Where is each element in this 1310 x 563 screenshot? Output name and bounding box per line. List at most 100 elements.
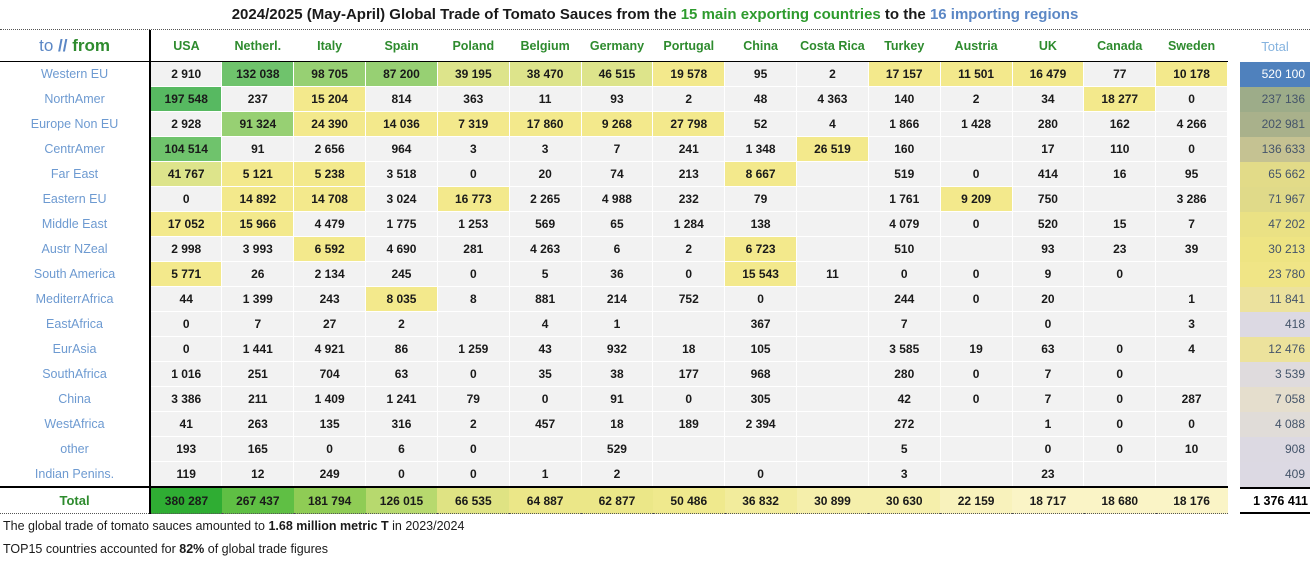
value-cell: 44 — [149, 286, 223, 312]
value-cell: 17 157 — [867, 61, 941, 87]
value-cell: 93 — [1011, 236, 1085, 262]
value-cell: 18 277 — [1083, 86, 1157, 112]
value-cell: 287 — [1155, 386, 1228, 412]
value-cell: 15 966 — [221, 211, 295, 237]
value-cell: 41 767 — [149, 161, 223, 187]
page-title: 2024/2025 (May-April) Global Trade of To… — [0, 0, 1310, 30]
value-cell: 2 656 — [293, 136, 367, 162]
value-cell: 5 — [508, 261, 582, 287]
value-cell: 7 — [221, 311, 295, 337]
value-cell: 0 — [436, 461, 510, 488]
value-cell: 2 — [436, 411, 510, 437]
value-cell: 18 — [580, 411, 654, 437]
row-total-cell: 47 202 — [1240, 212, 1310, 237]
value-cell: 95 — [1155, 161, 1228, 187]
footnote1-bold: 1.68 million metric T — [268, 519, 389, 533]
footnote-top15: TOP15 countries accounted for 82% of glo… — [3, 542, 1310, 556]
value-cell: 140 — [867, 86, 941, 112]
trade-matrix-table: to // from USA Netherl. Italy Spain Poland Be… — [0, 30, 1228, 514]
value-cell: 0 — [436, 361, 510, 387]
value-cell — [796, 161, 869, 187]
value-cell: 3 — [1155, 311, 1228, 337]
value-cell — [796, 461, 869, 488]
column-header-poland: Poland — [437, 30, 510, 62]
value-cell: 0 — [436, 161, 510, 187]
value-cell: 510 — [867, 236, 941, 262]
value-cell: 1 409 — [293, 386, 367, 412]
column-total-cell: 18 176 — [1155, 487, 1228, 514]
value-cell: 0 — [1011, 436, 1085, 462]
table-row: Far East 41 767 5 121 5 238 3 518 0 20 74 213 8 6… — [0, 161, 1228, 187]
value-cell: 193 — [149, 436, 223, 462]
column-total-cell: 30 630 — [868, 487, 941, 514]
table-area: to // from USA Netherl. Italy Spain Poland Be… — [0, 30, 1310, 514]
value-cell: 0 — [939, 161, 1013, 187]
value-cell: 12 — [221, 461, 295, 488]
footnotes: The global trade of tomato sauces amount… — [0, 514, 1310, 556]
column-header-uk: UK — [1012, 30, 1084, 62]
value-cell: 6 723 — [724, 236, 798, 262]
value-cell: 244 — [867, 286, 941, 312]
value-cell: 8 667 — [724, 161, 798, 187]
value-cell: 52 — [724, 111, 798, 137]
value-cell: 249 — [293, 461, 367, 488]
column-header-turkey: Turkey — [868, 30, 941, 62]
value-cell: 0 — [724, 461, 798, 488]
value-cell: 43 — [508, 336, 582, 362]
column-total-cell: 181 794 — [293, 487, 366, 514]
value-cell: 6 — [580, 236, 654, 262]
value-cell: 0 — [1083, 336, 1157, 362]
table-row: EastAfrica 0 7 27 2 4 1 367 7 0 3 — [0, 311, 1228, 337]
value-cell: 881 — [508, 286, 582, 312]
value-cell: 27 — [293, 311, 367, 337]
row-total-cell: 12 476 — [1240, 337, 1310, 362]
value-cell — [796, 336, 869, 362]
value-cell: 1 253 — [436, 211, 510, 237]
value-cell: 519 — [867, 161, 941, 187]
value-cell: 2 — [365, 311, 438, 337]
column-total-cell: 64 887 — [509, 487, 582, 514]
row-label: Western EU — [0, 61, 152, 87]
value-cell: 65 — [580, 211, 654, 237]
value-cell: 79 — [436, 386, 510, 412]
value-cell — [796, 211, 869, 237]
value-cell: 0 — [724, 286, 798, 312]
row-total-cell: 908 — [1240, 437, 1310, 462]
value-cell — [652, 436, 726, 462]
value-cell: 87 200 — [365, 61, 438, 87]
value-cell — [939, 436, 1013, 462]
column-total-cell: 267 437 — [221, 487, 294, 514]
row-label: Europe Non EU — [0, 111, 152, 137]
value-cell: 280 — [1011, 111, 1085, 137]
row-total-cell: 4 088 — [1240, 412, 1310, 437]
value-cell: 0 — [939, 386, 1013, 412]
value-cell: 23 — [1011, 461, 1085, 488]
value-cell: 4 — [1155, 336, 1228, 362]
value-cell: 42 — [867, 386, 941, 412]
value-cell: 35 — [508, 361, 582, 387]
value-cell: 6 — [365, 436, 438, 462]
value-cell: 3 993 — [221, 236, 295, 262]
value-cell — [939, 136, 1013, 162]
row-label: NorthAmer — [0, 86, 152, 112]
value-cell: 189 — [652, 411, 726, 437]
table-row: China 3 386 211 1 409 1 241 79 0 91 0 305 42 0 7 0 287 — [0, 386, 1228, 412]
value-cell: 0 — [867, 261, 941, 287]
value-cell: 7 319 — [436, 111, 510, 137]
value-cell — [796, 436, 869, 462]
value-cell: 0 — [939, 211, 1013, 237]
table-row: South America 5 771 26 2 134 245 0 5 36 0 15 543 1… — [0, 261, 1228, 287]
column-total-cell: 126 015 — [365, 487, 438, 514]
value-cell: 95 — [724, 61, 798, 87]
value-cell: 213 — [652, 161, 726, 187]
value-cell: 2 910 — [149, 61, 223, 87]
value-cell: 211 — [221, 386, 295, 412]
row-label: Indian Penins. — [0, 461, 152, 487]
table-row: Middle East 17 052 15 966 4 479 1 775 1 253 56… — [0, 211, 1228, 237]
value-cell: 3 585 — [867, 336, 941, 362]
value-cell: 363 — [436, 86, 510, 112]
footnote1-pre: The global trade of tomato sauces amount… — [3, 519, 269, 533]
row-label: WestAfrica — [0, 411, 152, 437]
value-cell: 19 578 — [652, 61, 726, 87]
value-cell: 569 — [508, 211, 582, 237]
